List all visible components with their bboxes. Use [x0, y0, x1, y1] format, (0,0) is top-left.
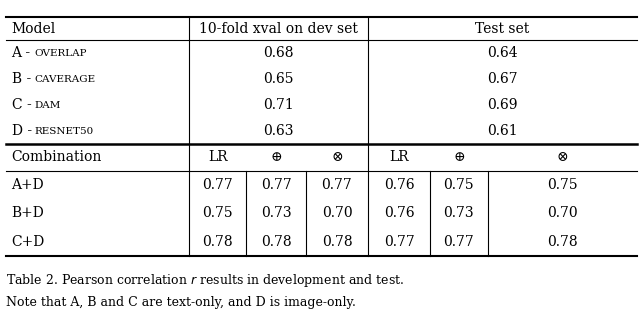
Text: 0.73: 0.73: [444, 206, 474, 220]
Text: ⊗: ⊗: [556, 150, 568, 164]
Text: Note that A, B and C are text-only, and D is image-only.: Note that A, B and C are text-only, and …: [6, 296, 356, 309]
Text: 0.76: 0.76: [384, 206, 414, 220]
Text: C -: C -: [12, 98, 36, 112]
Text: 0.76: 0.76: [384, 178, 414, 192]
Text: 0.78: 0.78: [322, 235, 352, 249]
Text: ⊗: ⊗: [331, 150, 343, 164]
Text: C+D: C+D: [12, 235, 45, 249]
Text: Model: Model: [12, 22, 56, 36]
Text: 0.69: 0.69: [487, 98, 518, 112]
Text: 0.75: 0.75: [202, 206, 233, 220]
Text: ⊕: ⊕: [453, 150, 465, 164]
Text: 0.71: 0.71: [263, 98, 294, 112]
Text: 0.67: 0.67: [487, 72, 518, 86]
Text: Test set: Test set: [476, 22, 529, 36]
Text: 0.63: 0.63: [263, 124, 294, 138]
Text: Table 2. Pearson correlation $r$ results in development and test.: Table 2. Pearson correlation $r$ results…: [6, 272, 404, 289]
Text: 0.78: 0.78: [547, 235, 577, 249]
Text: DAM: DAM: [34, 101, 60, 110]
Text: LR: LR: [389, 150, 409, 164]
Text: 0.78: 0.78: [202, 235, 233, 249]
Text: 0.77: 0.77: [202, 178, 233, 192]
Text: 0.64: 0.64: [487, 46, 518, 60]
Text: CAVERAGE: CAVERAGE: [34, 75, 95, 84]
Text: LR: LR: [208, 150, 227, 164]
Text: 0.77: 0.77: [321, 178, 353, 192]
Text: D -: D -: [12, 124, 36, 138]
Text: 0.73: 0.73: [261, 206, 291, 220]
Text: 0.75: 0.75: [444, 178, 474, 192]
Text: 0.78: 0.78: [261, 235, 291, 249]
Text: 0.70: 0.70: [547, 206, 577, 220]
Text: 0.77: 0.77: [260, 178, 292, 192]
Text: A -: A -: [12, 46, 35, 60]
Text: 0.75: 0.75: [547, 178, 577, 192]
Text: 0.68: 0.68: [263, 46, 294, 60]
Text: B+D: B+D: [12, 206, 44, 220]
Text: B -: B -: [12, 72, 35, 86]
Text: ⊕: ⊕: [270, 150, 282, 164]
Text: 0.61: 0.61: [487, 124, 518, 138]
Text: RESNET50: RESNET50: [34, 127, 93, 136]
Text: 10-fold xval on dev set: 10-fold xval on dev set: [199, 22, 358, 36]
Text: Combination: Combination: [12, 150, 102, 164]
Text: 0.65: 0.65: [263, 72, 294, 86]
Text: 0.77: 0.77: [444, 235, 474, 249]
Text: OVERLAP: OVERLAP: [34, 49, 86, 58]
Text: 0.70: 0.70: [322, 206, 352, 220]
Text: A+D: A+D: [12, 178, 44, 192]
Text: 0.77: 0.77: [383, 235, 415, 249]
